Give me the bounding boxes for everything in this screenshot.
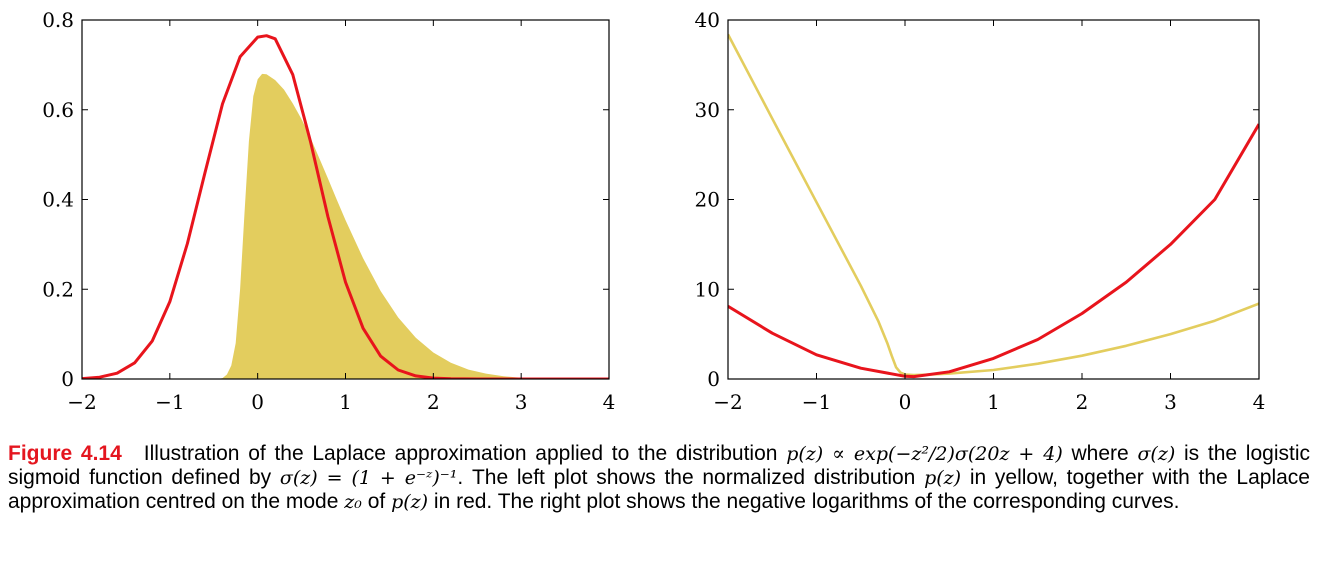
left-y-tick-label: 0.2 [42, 277, 74, 301]
right-y-tick-label: 0 [707, 367, 720, 391]
left-x-tick-label: 3 [515, 390, 528, 414]
left-y-tick-label: 0.6 [42, 98, 74, 122]
caption-math-mode: z₀ [344, 491, 362, 513]
right-x-tick-label: 3 [1164, 390, 1177, 414]
right-x-tick-label: 4 [1253, 390, 1266, 414]
caption-math-pz: p(z) [924, 467, 962, 489]
figure-caption: Figure 4.14 Illustration of the Laplace a… [8, 442, 1310, 514]
caption-text-5: in yellow, together with the Laplace app… [8, 466, 1310, 513]
plots-area: −2 −1 0 1 2 3 400.20.40.60.8 −2 −1 0 1 2 3 401020304… [42, 8, 1266, 414]
left-y-tick-label: 0 [61, 367, 74, 391]
caption-text-1: Illustration of the Laplace approximatio… [143, 442, 778, 465]
caption-math-sigmoid: σ(z) = (1 + e⁻ᶻ)⁻¹ [279, 467, 458, 489]
left-x-tick-label: 4 [603, 390, 616, 414]
caption-math-sigma: σ(z) [1137, 443, 1176, 465]
right-y-tick-label: 20 [695, 188, 720, 212]
right-x-tick-label: 2 [1076, 390, 1089, 414]
caption-text-6: of [367, 490, 386, 513]
left-y-tick-label: 0.8 [42, 8, 74, 32]
right-series-yellow-line [728, 33, 1259, 377]
caption-text-2: where [1071, 442, 1129, 465]
left-x-tick-label: 2 [427, 390, 440, 414]
left-plot: −2 −1 0 1 2 3 4 0 0.2 0.4 0.6 0.8 [42, 8, 615, 414]
right-series-red-line [728, 123, 1259, 379]
caption-math-pz-2: p(z) [391, 491, 429, 513]
right-x-tick-label: −2 [713, 390, 742, 414]
left-x-tick-label: 0 [251, 390, 264, 414]
left-x-tick-label: 1 [339, 390, 352, 414]
left-series-yellow-area [82, 73, 609, 379]
right-x-tick-label: −1 [802, 390, 831, 414]
right-y-tick-label: 40 [695, 8, 720, 32]
caption-text-3: is the logistic sigmoid function defined… [8, 442, 1310, 489]
left-x-tick-label: −1 [155, 390, 184, 414]
caption-text-4: . The left plot shows the normalized dis… [457, 466, 916, 489]
left-x-tick-label: −2 [67, 390, 96, 414]
caption-math-distribution: p(z) ∝ exp(−z²/2)σ(20z + 4) [786, 443, 1063, 465]
right-x-tick-label: 1 [987, 390, 1000, 414]
caption-text-7: in red. The right plot shows the negativ… [433, 490, 1180, 513]
right-x-tick-label: 0 [899, 390, 912, 414]
right-y-tick-label: 30 [695, 98, 720, 122]
right-axes-frame [727, 19, 1260, 380]
figure-label: Figure 4.14 [8, 442, 122, 465]
left-y-tick-label: 0.4 [42, 188, 74, 212]
left-series-red-line [82, 34, 609, 379]
right-y-tick-label: 10 [695, 277, 720, 301]
